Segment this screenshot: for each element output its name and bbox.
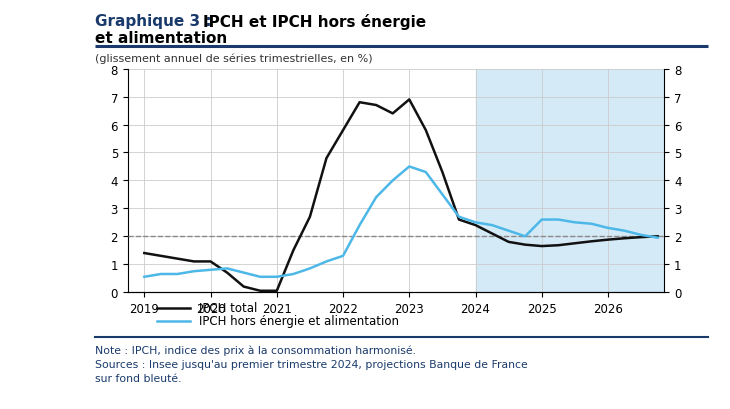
Text: Graphique 3 :: Graphique 3 :	[95, 14, 217, 29]
Text: Note : IPCH, indice des prix à la consommation harmonisé.
Sources : Insee jusqu': Note : IPCH, indice des prix à la consom…	[95, 344, 528, 383]
Text: IPCH et IPCH hors énergie: IPCH et IPCH hors énergie	[203, 14, 426, 30]
Bar	[475, 70, 675, 292]
Text: IPCH total: IPCH total	[199, 301, 257, 315]
Text: (glissement annuel de séries trimestrielles, en %): (glissement annuel de séries trimestriel…	[95, 53, 372, 64]
Text: et alimentation: et alimentation	[95, 31, 227, 46]
Text: IPCH hors énergie et alimentation: IPCH hors énergie et alimentation	[199, 315, 399, 328]
